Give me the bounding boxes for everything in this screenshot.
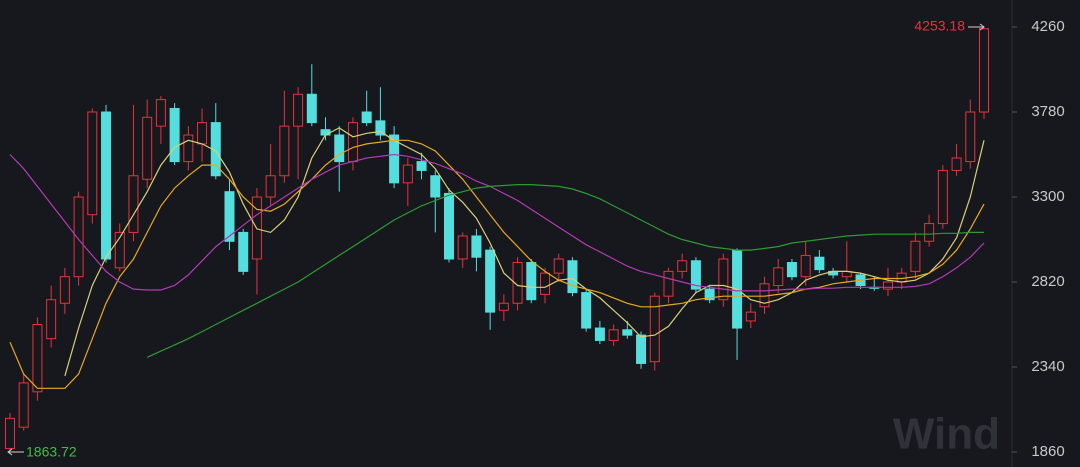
candle-body (402, 164, 413, 184)
candle-body (498, 302, 509, 311)
candle-body (430, 175, 441, 198)
candle-body (306, 93, 317, 124)
candle-body (937, 169, 948, 225)
candle-body (677, 260, 688, 272)
y-tick-label: 2820 (1031, 273, 1064, 290)
candle-body (389, 134, 400, 184)
candle-body (979, 28, 989, 113)
candle-body (73, 196, 84, 278)
candle-body (18, 382, 29, 428)
candle-body (320, 129, 331, 136)
plot (5, 28, 989, 452)
candle-body (334, 134, 345, 163)
candle-body (773, 267, 784, 287)
candle-body (690, 260, 701, 290)
candle-body (581, 292, 592, 329)
candle-body (718, 258, 729, 301)
candle-body (375, 120, 386, 136)
candle-body (471, 235, 482, 258)
candle-body (32, 324, 43, 393)
candle-body (416, 161, 427, 171)
min-label: 1863.72 (26, 444, 77, 460)
candle-body (745, 311, 756, 322)
candle-body (800, 254, 811, 278)
candle-body (128, 175, 139, 233)
candle-body (155, 99, 166, 127)
candle-body (265, 175, 276, 198)
candle-body (238, 231, 249, 272)
candle-body (786, 262, 797, 278)
y-tick-label: 3780 (1031, 103, 1064, 120)
candle-body (114, 231, 125, 269)
candle-body (882, 281, 893, 290)
candle-body (142, 116, 153, 180)
moving-average-line (146, 184, 984, 358)
y-tick-label: 2340 (1031, 358, 1064, 375)
candle-body (553, 258, 564, 274)
moving-average-line (64, 127, 985, 377)
candle-body (169, 107, 180, 163)
candle-body (293, 93, 304, 127)
candle-body (183, 134, 194, 163)
candle-body (649, 295, 660, 363)
candle-body (910, 240, 921, 272)
candle-body (87, 111, 98, 216)
candle-body (485, 249, 496, 313)
candle-body (224, 191, 235, 242)
candle-body (663, 270, 674, 297)
candle-body (197, 122, 208, 145)
candle-body (5, 417, 15, 449)
candle-body (512, 262, 523, 304)
candle-body (814, 256, 825, 271)
candle-body (636, 334, 647, 364)
candle-body (101, 111, 112, 260)
candle-body (347, 122, 358, 163)
candle-body (704, 288, 715, 301)
watermark: Wind (893, 410, 1000, 459)
candle-body (594, 327, 605, 341)
candle-body (361, 111, 372, 124)
candle-body (965, 111, 976, 163)
candle-body (46, 299, 57, 340)
min-arrow-head (7, 448, 13, 456)
candle-body (924, 223, 935, 242)
candle-body (526, 262, 537, 301)
max-arrow-head (979, 23, 985, 31)
candle-body (443, 192, 454, 260)
candle-body (59, 276, 70, 304)
candle-body (622, 329, 633, 336)
moving-average-line (9, 139, 985, 389)
candle-body (951, 157, 962, 171)
y-tick-label: 4260 (1031, 18, 1064, 35)
moving-average-line (9, 153, 985, 292)
y-tick-label: 3300 (1031, 188, 1064, 205)
candle-body (567, 260, 578, 294)
candle-body (540, 272, 551, 295)
candle-body (457, 235, 468, 260)
candle-body (608, 329, 619, 341)
y-tick-label: 1860 (1031, 443, 1064, 460)
candle-body (279, 125, 290, 177)
max-label: 4253.18 (914, 18, 965, 34)
